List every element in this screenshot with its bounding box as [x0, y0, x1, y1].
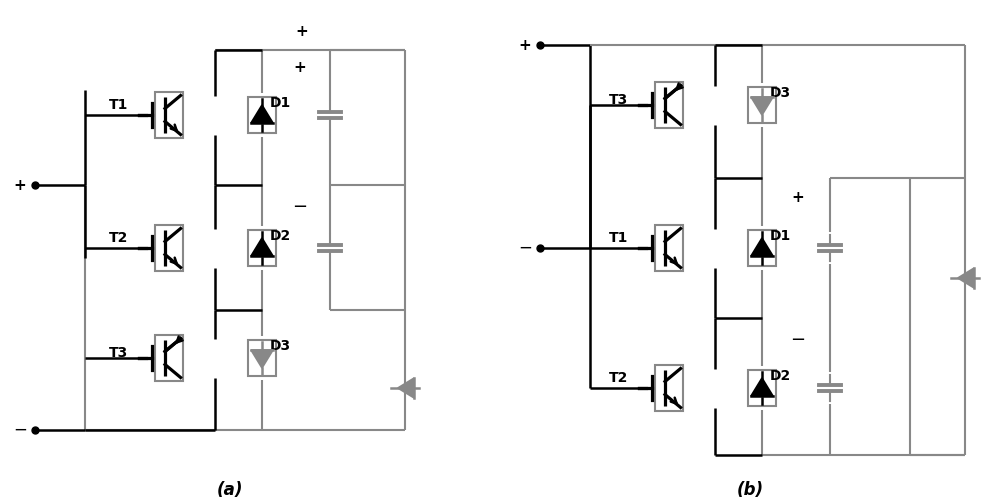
Polygon shape [251, 105, 273, 123]
Bar [655, 224, 683, 272]
Bar [748, 230, 776, 266]
Bar [748, 87, 776, 123]
Bar [248, 97, 276, 133]
Text: T3: T3 [109, 346, 128, 360]
Polygon shape [398, 378, 414, 398]
Bar [655, 364, 683, 412]
Text: +: + [519, 38, 531, 52]
Bar [155, 224, 183, 272]
Bar [248, 340, 276, 376]
Text: T2: T2 [609, 371, 628, 385]
Text: −: − [790, 331, 806, 349]
Text: −: − [292, 198, 308, 216]
Polygon shape [251, 238, 273, 256]
Polygon shape [751, 378, 773, 396]
Text: D2: D2 [269, 229, 291, 243]
Text: D3: D3 [269, 339, 291, 353]
Text: (a): (a) [217, 481, 243, 499]
Text: +: + [296, 24, 308, 40]
Text: (b): (b) [736, 481, 764, 499]
Bar [248, 230, 276, 266]
Polygon shape [751, 238, 773, 256]
Polygon shape [751, 97, 773, 115]
Text: −: − [518, 239, 532, 257]
Bar [748, 370, 776, 406]
Text: D1: D1 [769, 229, 791, 243]
Text: T2: T2 [109, 231, 128, 245]
Polygon shape [251, 350, 273, 368]
Text: D2: D2 [769, 369, 791, 383]
Text: +: + [294, 60, 306, 76]
Text: T3: T3 [609, 93, 628, 107]
Bar [655, 82, 683, 128]
Text: D1: D1 [269, 96, 291, 110]
Text: D3: D3 [769, 86, 791, 100]
Text: T1: T1 [609, 231, 628, 245]
Text: −: − [13, 421, 27, 439]
Bar [155, 334, 183, 382]
Polygon shape [958, 268, 974, 288]
Text: +: + [14, 178, 26, 192]
Text: T1: T1 [109, 98, 128, 112]
Text: +: + [792, 190, 804, 206]
Bar [155, 92, 183, 138]
